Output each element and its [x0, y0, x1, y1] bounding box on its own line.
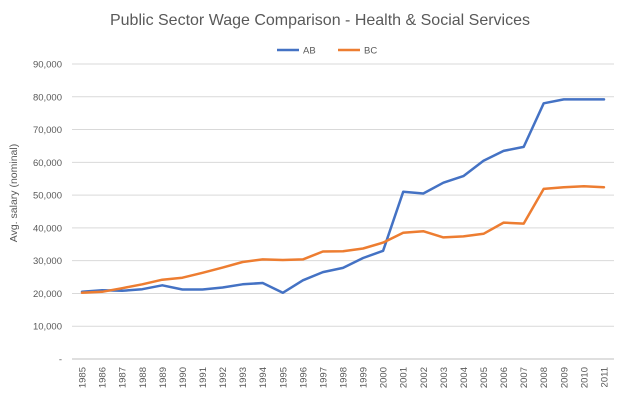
x-tick-label: 1985: [78, 367, 89, 388]
y-tick-label: 30,000: [33, 256, 62, 267]
x-tick-label: 2004: [459, 367, 470, 388]
y-axis-label: Avg. salary (nominal): [8, 144, 20, 242]
x-tick-label: 2000: [379, 367, 390, 388]
series-line-ab: [80, 98, 606, 295]
y-tick-label: 80,000: [33, 92, 62, 103]
x-tick-label: 1987: [118, 367, 129, 388]
x-tick-label: 1997: [318, 367, 329, 388]
y-tick-label: 20,000: [33, 289, 62, 300]
y-axis-ticks: - 10,000 20,000 30,000 40,000 50,000 60,000 70,…: [33, 60, 62, 366]
x-tick-label: 2005: [479, 367, 490, 388]
y-tick-label: -: [59, 355, 62, 366]
legend-label-bc: BC: [364, 46, 377, 57]
series-line-bc: [80, 185, 606, 295]
y-tick-label: 50,000: [33, 191, 62, 202]
x-tick-label: 1999: [359, 367, 370, 388]
x-tick-label: 1988: [138, 367, 149, 388]
legend: AB BC: [277, 46, 377, 57]
x-tick-label: 1992: [218, 367, 229, 388]
x-tick-label: 1989: [158, 367, 169, 388]
chart-title: Public Sector Wage Comparison - Health &…: [110, 12, 530, 29]
x-tick-label: 2006: [499, 367, 510, 388]
series-layer: [80, 98, 606, 295]
x-tick-label: 1993: [238, 367, 249, 388]
x-tick-label: 2008: [539, 367, 550, 388]
series-bc: [80, 185, 606, 295]
y-tick-label: 10,000: [33, 322, 62, 333]
legend-label-ab: AB: [303, 46, 316, 57]
x-axis-ticks: 1985 1986 1987 1988 1989 1990 1991 1992 1993 1994…: [78, 367, 611, 388]
x-tick-label: 1990: [178, 367, 189, 388]
x-tick-label: 2011: [599, 367, 610, 387]
y-tick-label: 70,000: [33, 125, 62, 136]
series-ab: [80, 98, 606, 295]
y-tick-label: 60,000: [33, 158, 62, 169]
x-tick-label: 1994: [258, 367, 269, 388]
x-tick-label: 1991: [198, 367, 209, 388]
gridlines: [72, 63, 614, 360]
x-tick-label: 2007: [519, 367, 530, 388]
x-tick-label: 1998: [339, 367, 350, 388]
x-tick-label: 2001: [399, 367, 410, 388]
x-tick-label: 1995: [278, 367, 289, 388]
x-tick-label: 2002: [419, 367, 430, 388]
x-tick-label: 1996: [298, 367, 309, 388]
x-tick-label: 2009: [559, 367, 570, 388]
y-tick-label: 40,000: [33, 223, 62, 234]
x-tick-label: 2003: [439, 367, 450, 388]
x-tick-label: 1986: [98, 367, 109, 388]
y-tick-label: 90,000: [33, 60, 62, 71]
x-tick-label: 2010: [579, 367, 590, 388]
